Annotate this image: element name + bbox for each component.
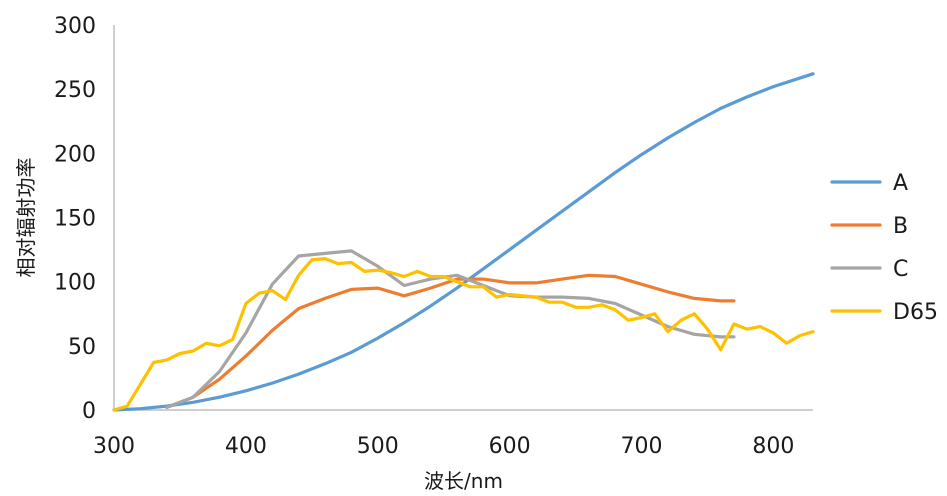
y-tick-label: 100 — [54, 271, 96, 296]
plot-area: 0 50 100 150 200 250 300 300 400 500 600 700 800 — [54, 14, 815, 459]
y-tick-label: 50 — [68, 335, 96, 360]
series-line-a — [112, 72, 815, 412]
legend-label-c: C — [893, 257, 908, 282]
x-tick-label: 800 — [752, 434, 794, 459]
y-tick-label: 200 — [54, 142, 96, 167]
y-tick-label: 250 — [54, 78, 96, 103]
y-tick-labels: 0 50 100 150 200 250 300 — [54, 14, 96, 424]
y-tick-label: 300 — [54, 14, 96, 39]
x-tick-label: 300 — [93, 434, 135, 459]
legend-label-a: A — [893, 171, 908, 196]
x-tick-label: 700 — [621, 434, 663, 459]
x-tick-label: 500 — [357, 434, 399, 459]
series-lines — [112, 72, 815, 412]
x-axis-title: 波长/nm — [424, 469, 503, 493]
series-line-c — [165, 249, 736, 409]
series-line-b — [165, 273, 736, 409]
y-axis-title: 相对辐射功率 — [14, 158, 38, 278]
x-tick-label: 600 — [489, 434, 531, 459]
legend-label-d65: D65 — [893, 300, 938, 325]
y-tick-label: 150 — [54, 207, 96, 232]
x-tick-labels: 300 400 500 600 700 800 — [93, 434, 794, 459]
y-tick-label: 0 — [82, 399, 96, 424]
legend: ABC D65 — [830, 171, 938, 325]
x-tick-label: 400 — [225, 434, 267, 459]
series-line-d65 — [112, 257, 815, 412]
legend-label-b: B — [893, 214, 908, 239]
